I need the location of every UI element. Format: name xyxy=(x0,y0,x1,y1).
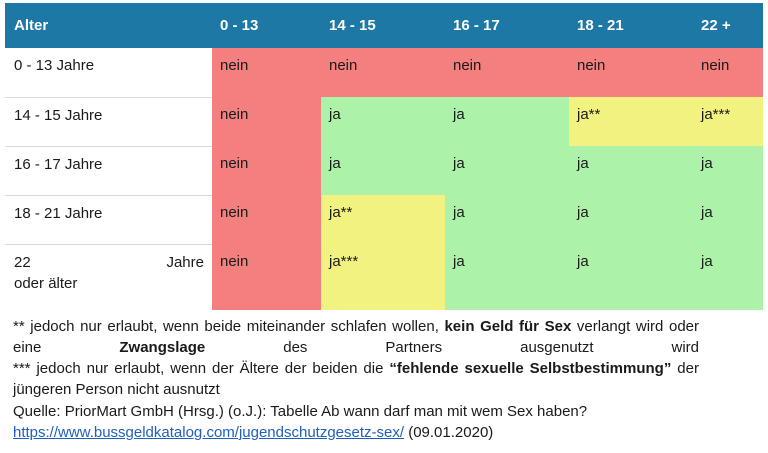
footnote-text: der jüngeren Person nicht ausnutzt xyxy=(13,360,699,398)
table-cell: ja*** xyxy=(693,97,763,146)
footnote-double-star: ** jedoch nur erlaubt, wenn beide mitein… xyxy=(13,316,699,358)
footnotes: ** jedoch nur erlaubt, wenn beide mitein… xyxy=(13,316,699,400)
footnote-text: ** jedoch nur erlaubt, wenn beide mitein… xyxy=(13,318,445,335)
table-cell: nein xyxy=(212,195,321,244)
table-cell: nein xyxy=(212,146,321,195)
table-cell: ja xyxy=(569,146,693,195)
row-label: 22 Jahre oder älter xyxy=(5,243,212,310)
header-18-21: 18 - 21 xyxy=(569,3,693,48)
table-cell: ja xyxy=(693,146,763,195)
table-cell: nein xyxy=(212,97,321,146)
table-cell: ja xyxy=(445,195,569,244)
footnote-text: verlangt wird oder eine xyxy=(13,318,699,356)
table-cell: ja xyxy=(321,97,445,146)
table-row: 14 - 15 Jahre nein ja ja ja** ja*** xyxy=(5,96,763,146)
table-cell: ja xyxy=(693,195,763,244)
table-cell: ja xyxy=(445,244,569,310)
row-label: 16 - 17 Jahre xyxy=(5,145,212,195)
source-text: Quelle: PriorMart GmbH (Hrsg.) (o.J.): T… xyxy=(13,403,588,420)
table-cell: nein xyxy=(321,48,445,97)
table-cell: ja xyxy=(321,146,445,195)
footnote-text: des Partners ausgenutzt wird xyxy=(205,339,700,356)
table-cell: ja** xyxy=(321,195,445,244)
header-0-13: 0 - 13 xyxy=(212,3,321,48)
source-date: (09.01.2020) xyxy=(404,424,494,441)
table-cell: ja xyxy=(445,97,569,146)
footnote-bold: kein Geld für Sex xyxy=(444,318,572,335)
header-alter: Alter xyxy=(5,3,212,48)
table-cell: ja xyxy=(569,244,693,310)
source-link[interactable]: https://www.bussgeldkatalog.com/jugendsc… xyxy=(13,424,405,441)
source-citation: Quelle: PriorMart GmbH (Hrsg.) (o.J.): T… xyxy=(13,401,713,443)
footnote-bold: “fehlende sexuelle Selbstbestimmung” xyxy=(389,360,672,377)
table-cell: nein xyxy=(212,48,321,97)
header-14-15: 14 - 15 xyxy=(321,3,445,48)
table-cell: nein xyxy=(212,244,321,310)
row-label: 0 - 13 Jahre xyxy=(5,48,212,97)
table-cell: ja xyxy=(445,146,569,195)
table-row: 18 - 21 Jahre nein ja** ja ja ja xyxy=(5,194,763,244)
table-cell: ja*** xyxy=(321,244,445,310)
table-cell: nein xyxy=(569,48,693,97)
header-22-plus: 22 + xyxy=(693,3,763,48)
table-cell: ja xyxy=(693,244,763,310)
row-label: 14 - 15 Jahre xyxy=(5,96,212,146)
age-consent-table: Alter 0 - 13 14 - 15 16 - 17 18 - 21 22 … xyxy=(5,3,763,310)
table-header-row: Alter 0 - 13 14 - 15 16 - 17 18 - 21 22 … xyxy=(5,3,763,48)
table-row: 16 - 17 Jahre nein ja ja ja ja xyxy=(5,145,763,195)
table-cell: nein xyxy=(693,48,763,97)
row-label-part: oder älter xyxy=(14,274,78,292)
header-16-17: 16 - 17 xyxy=(445,3,569,48)
table-cell: ja** xyxy=(569,97,693,146)
footnote-text: *** jedoch nur erlaubt, wenn der Ältere … xyxy=(13,360,390,377)
table-cell: nein xyxy=(445,48,569,97)
table-cell: ja xyxy=(569,195,693,244)
footnote-triple-star: *** jedoch nur erlaubt, wenn der Ältere … xyxy=(13,358,699,400)
footnote-bold: Zwangslage xyxy=(119,339,206,356)
row-label-part: 22 xyxy=(14,253,31,271)
table-row: 0 - 13 Jahre nein nein nein nein nein xyxy=(5,48,763,97)
table-row: 22 Jahre oder älter nein ja*** ja ja ja xyxy=(5,243,763,310)
row-label: 18 - 21 Jahre xyxy=(5,194,212,244)
row-label-part: Jahre xyxy=(166,253,204,271)
